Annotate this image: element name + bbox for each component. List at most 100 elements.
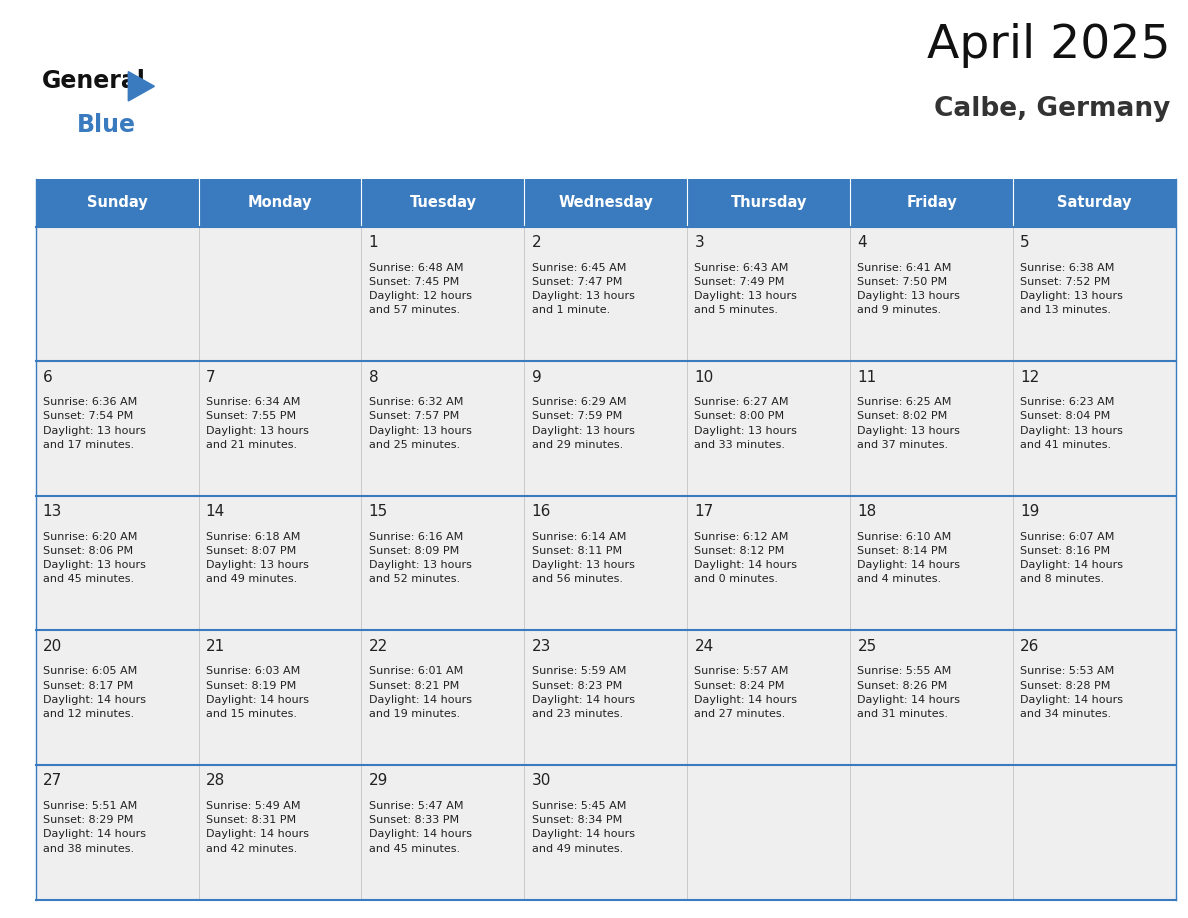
Bar xyxy=(524,496,688,631)
Text: Sunset: 8:17 PM: Sunset: 8:17 PM xyxy=(43,680,133,690)
Bar xyxy=(36,227,198,362)
Text: Sunrise: 5:47 AM: Sunrise: 5:47 AM xyxy=(368,800,463,811)
Bar xyxy=(36,179,198,227)
Text: 23: 23 xyxy=(531,639,551,654)
Text: Sunrise: 6:18 AM: Sunrise: 6:18 AM xyxy=(206,532,301,542)
Text: Sunset: 8:04 PM: Sunset: 8:04 PM xyxy=(1020,411,1111,421)
Text: 16: 16 xyxy=(531,504,551,520)
Bar xyxy=(1013,765,1176,900)
Text: 11: 11 xyxy=(858,370,877,385)
Text: Sunrise: 5:57 AM: Sunrise: 5:57 AM xyxy=(695,666,789,677)
Bar xyxy=(688,179,851,227)
Text: and 45 minutes.: and 45 minutes. xyxy=(368,844,460,854)
Text: Daylight: 14 hours: Daylight: 14 hours xyxy=(206,829,309,839)
Bar xyxy=(851,362,1013,496)
Text: Daylight: 14 hours: Daylight: 14 hours xyxy=(858,695,960,705)
Text: and 57 minutes.: and 57 minutes. xyxy=(368,306,460,315)
Text: Sunset: 8:12 PM: Sunset: 8:12 PM xyxy=(695,546,785,556)
Text: Sunset: 7:55 PM: Sunset: 7:55 PM xyxy=(206,411,296,421)
Text: Daylight: 13 hours: Daylight: 13 hours xyxy=(531,426,634,435)
Text: and 27 minutes.: and 27 minutes. xyxy=(695,709,785,719)
Text: Daylight: 13 hours: Daylight: 13 hours xyxy=(368,560,472,570)
Bar xyxy=(524,227,688,362)
Text: Sunrise: 6:27 AM: Sunrise: 6:27 AM xyxy=(695,397,789,407)
Text: Daylight: 13 hours: Daylight: 13 hours xyxy=(531,560,634,570)
Text: Sunrise: 6:16 AM: Sunrise: 6:16 AM xyxy=(368,532,463,542)
Text: Sunrise: 6:36 AM: Sunrise: 6:36 AM xyxy=(43,397,137,407)
Bar xyxy=(524,179,688,227)
Text: and 5 minutes.: and 5 minutes. xyxy=(695,306,778,315)
Text: Daylight: 14 hours: Daylight: 14 hours xyxy=(206,695,309,705)
Text: and 23 minutes.: and 23 minutes. xyxy=(531,709,623,719)
Text: Daylight: 13 hours: Daylight: 13 hours xyxy=(695,291,797,301)
Text: Sunrise: 6:43 AM: Sunrise: 6:43 AM xyxy=(695,263,789,273)
Text: and 0 minutes.: and 0 minutes. xyxy=(695,575,778,585)
Text: and 21 minutes.: and 21 minutes. xyxy=(206,440,297,450)
Text: and 1 minute.: and 1 minute. xyxy=(531,306,609,315)
Bar xyxy=(524,362,688,496)
Bar xyxy=(1013,227,1176,362)
Text: 29: 29 xyxy=(368,773,388,789)
Text: Sunset: 7:59 PM: Sunset: 7:59 PM xyxy=(531,411,621,421)
Text: 5: 5 xyxy=(1020,235,1030,250)
Text: Sunrise: 6:48 AM: Sunrise: 6:48 AM xyxy=(368,263,463,273)
Bar xyxy=(851,631,1013,765)
Text: Sunset: 8:09 PM: Sunset: 8:09 PM xyxy=(368,546,459,556)
Bar xyxy=(198,765,361,900)
Text: and 34 minutes.: and 34 minutes. xyxy=(1020,709,1112,719)
Text: Sunset: 8:34 PM: Sunset: 8:34 PM xyxy=(531,815,621,825)
Text: Sunset: 8:19 PM: Sunset: 8:19 PM xyxy=(206,680,296,690)
Text: Sunset: 8:28 PM: Sunset: 8:28 PM xyxy=(1020,680,1111,690)
Text: 10: 10 xyxy=(695,370,714,385)
Text: 21: 21 xyxy=(206,639,225,654)
Text: and 33 minutes.: and 33 minutes. xyxy=(695,440,785,450)
Text: Daylight: 14 hours: Daylight: 14 hours xyxy=(368,695,472,705)
Text: and 41 minutes.: and 41 minutes. xyxy=(1020,440,1112,450)
Text: Sunrise: 6:29 AM: Sunrise: 6:29 AM xyxy=(531,397,626,407)
Text: Sunset: 8:23 PM: Sunset: 8:23 PM xyxy=(531,680,621,690)
Text: Daylight: 14 hours: Daylight: 14 hours xyxy=(1020,560,1124,570)
Text: April 2025: April 2025 xyxy=(927,23,1170,68)
Text: Saturday: Saturday xyxy=(1057,196,1132,210)
Text: 12: 12 xyxy=(1020,370,1040,385)
Polygon shape xyxy=(128,72,154,101)
Text: 13: 13 xyxy=(43,504,62,520)
Text: Daylight: 14 hours: Daylight: 14 hours xyxy=(858,560,960,570)
Text: Sunrise: 6:38 AM: Sunrise: 6:38 AM xyxy=(1020,263,1114,273)
Text: and 45 minutes.: and 45 minutes. xyxy=(43,575,134,585)
Text: Daylight: 13 hours: Daylight: 13 hours xyxy=(206,560,309,570)
Text: Sunrise: 5:49 AM: Sunrise: 5:49 AM xyxy=(206,800,301,811)
Bar xyxy=(36,496,198,631)
Text: Sunrise: 6:20 AM: Sunrise: 6:20 AM xyxy=(43,532,137,542)
Text: Thursday: Thursday xyxy=(731,196,807,210)
Text: and 52 minutes.: and 52 minutes. xyxy=(368,575,460,585)
Text: Daylight: 14 hours: Daylight: 14 hours xyxy=(43,695,146,705)
Text: 27: 27 xyxy=(43,773,62,789)
Bar xyxy=(851,227,1013,362)
Text: and 4 minutes.: and 4 minutes. xyxy=(858,575,942,585)
Text: Sunset: 7:49 PM: Sunset: 7:49 PM xyxy=(695,277,785,286)
Text: and 42 minutes.: and 42 minutes. xyxy=(206,844,297,854)
Text: 8: 8 xyxy=(368,370,378,385)
Text: Sunset: 7:52 PM: Sunset: 7:52 PM xyxy=(1020,277,1111,286)
Text: Sunset: 8:07 PM: Sunset: 8:07 PM xyxy=(206,546,296,556)
Text: Sunrise: 6:32 AM: Sunrise: 6:32 AM xyxy=(368,397,463,407)
Text: 26: 26 xyxy=(1020,639,1040,654)
Text: Monday: Monday xyxy=(248,196,312,210)
Text: 28: 28 xyxy=(206,773,225,789)
Text: 7: 7 xyxy=(206,370,215,385)
Text: and 19 minutes.: and 19 minutes. xyxy=(368,709,460,719)
Bar xyxy=(1013,496,1176,631)
Text: Sunrise: 5:51 AM: Sunrise: 5:51 AM xyxy=(43,800,137,811)
Text: and 13 minutes.: and 13 minutes. xyxy=(1020,306,1111,315)
Bar xyxy=(1013,179,1176,227)
Text: Calbe, Germany: Calbe, Germany xyxy=(934,96,1170,122)
Text: 2: 2 xyxy=(531,235,542,250)
Text: 17: 17 xyxy=(695,504,714,520)
Text: Sunset: 8:02 PM: Sunset: 8:02 PM xyxy=(858,411,948,421)
Text: 22: 22 xyxy=(368,639,387,654)
Text: Friday: Friday xyxy=(906,196,958,210)
Bar xyxy=(688,362,851,496)
Text: Sunset: 8:00 PM: Sunset: 8:00 PM xyxy=(695,411,784,421)
Bar xyxy=(198,179,361,227)
